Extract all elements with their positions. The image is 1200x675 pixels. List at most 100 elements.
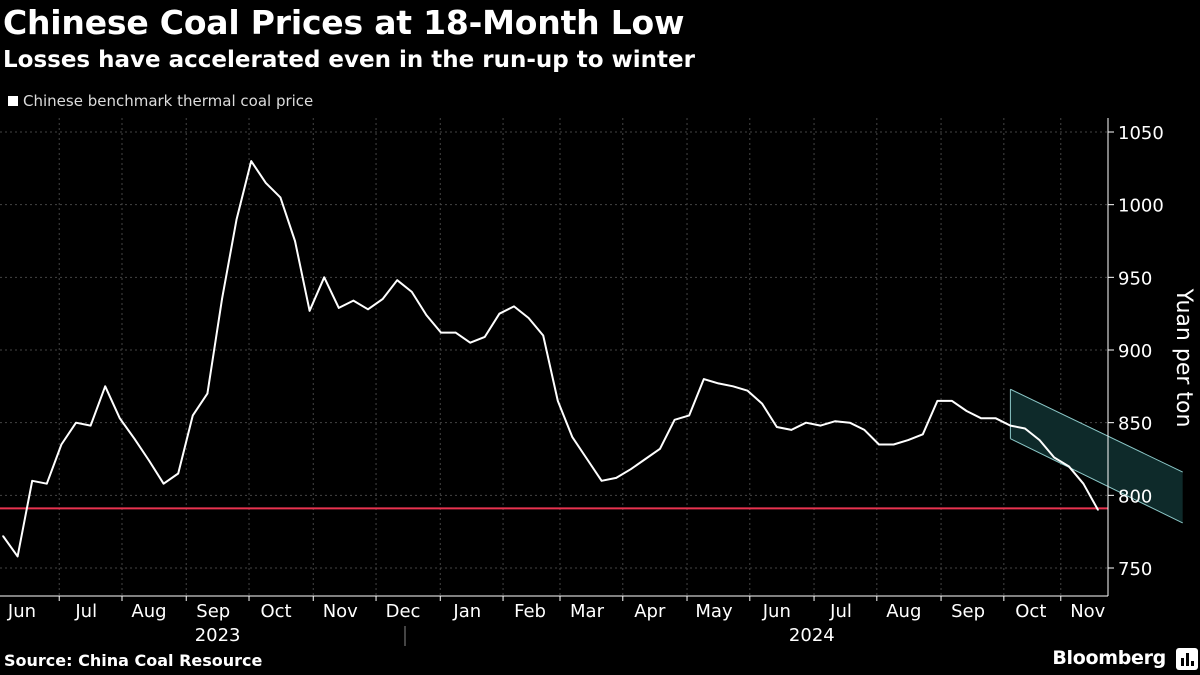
data-point <box>265 182 267 184</box>
data-point <box>615 477 617 479</box>
data-point <box>162 482 165 485</box>
gridlines <box>0 118 1108 596</box>
data-point <box>367 308 369 311</box>
data-point <box>469 341 472 344</box>
data-point <box>805 421 807 424</box>
year-label: 2024 <box>789 625 835 646</box>
x-tick-label: Aug <box>886 601 921 622</box>
source-note: Source: China Coal Resource <box>4 651 263 670</box>
x-tick-label: Jan <box>452 601 481 622</box>
x-tick-label: Mar <box>570 601 605 622</box>
x-tick-label: Sep <box>951 601 985 622</box>
data-point <box>965 410 968 412</box>
legend: Chinese benchmark thermal coal price <box>8 90 313 112</box>
y-axis-title: Yuan per ton <box>1171 288 1196 428</box>
data-point <box>323 276 326 279</box>
channel-fill <box>1010 389 1183 523</box>
data-point <box>484 336 486 338</box>
data-point <box>673 419 676 421</box>
data-point <box>308 310 311 312</box>
data-point <box>892 443 895 446</box>
data-point <box>411 291 413 293</box>
chart-subtitle: Losses have accelerated even in the run-… <box>3 47 695 73</box>
data-point <box>381 298 384 300</box>
data-point <box>834 420 836 423</box>
data-point <box>1082 482 1085 485</box>
data-point <box>75 421 77 424</box>
legend-swatch <box>8 96 18 106</box>
data-point <box>279 196 282 199</box>
data-point <box>104 385 106 388</box>
channel-lower-edge <box>1010 438 1183 524</box>
data-point <box>1024 427 1026 430</box>
x-tick-label: Jul <box>74 601 97 622</box>
data-point <box>878 443 880 446</box>
x-tick-label: Nov <box>1070 601 1105 622</box>
data-point <box>352 299 355 302</box>
data-point <box>1053 456 1055 459</box>
data-point <box>980 417 982 420</box>
chart-icon <box>1176 648 1198 670</box>
data-point <box>338 307 340 309</box>
data-point <box>586 458 588 460</box>
data-point <box>454 331 457 334</box>
data-point <box>936 400 939 402</box>
data-point <box>16 555 19 558</box>
data-point <box>119 417 121 420</box>
trend-channel <box>1009 388 1183 524</box>
data-point <box>31 480 33 482</box>
bloomberg-logo: Bloomberg <box>1052 647 1166 669</box>
x-tick-label: Oct <box>260 601 291 622</box>
x-tick-label: Dec <box>386 601 421 622</box>
data-point <box>922 433 924 436</box>
x-tick-label: Sep <box>196 601 230 622</box>
data-point <box>235 218 238 220</box>
data-point <box>732 385 734 388</box>
x-tick-label: Jun <box>762 601 791 622</box>
data-point <box>907 439 909 441</box>
series-line <box>2 160 1099 558</box>
data-point <box>776 426 778 428</box>
data-point <box>600 480 603 482</box>
data-point <box>177 472 179 475</box>
data-point <box>250 160 252 162</box>
y-tick-label: 850 <box>1118 414 1152 435</box>
x-tick-label: May <box>695 601 733 622</box>
channel-upper-edge <box>1010 388 1183 473</box>
data-point <box>2 535 4 537</box>
data-point <box>294 240 296 242</box>
data-point <box>527 317 530 319</box>
data-point <box>396 279 399 282</box>
data-point <box>688 414 690 417</box>
y-tick-label: 1000 <box>1118 196 1164 217</box>
y-tick-label: 750 <box>1118 559 1152 580</box>
y-tick-label: 1050 <box>1118 123 1164 144</box>
data-point <box>148 459 150 462</box>
data-point <box>819 424 822 427</box>
x-tick-label: Nov <box>323 601 358 622</box>
data-point <box>703 378 705 380</box>
data-point <box>89 424 92 427</box>
data-point <box>425 314 428 316</box>
year-label: 2023 <box>195 625 241 646</box>
data-point <box>951 400 953 402</box>
x-tick-label: Aug <box>131 601 166 622</box>
data-point <box>761 403 763 405</box>
data-point <box>221 298 223 300</box>
data-point <box>746 389 749 392</box>
x-tick-label: Jul <box>829 601 852 622</box>
data-point <box>206 392 209 395</box>
data-point <box>133 437 136 440</box>
data-point <box>557 400 559 402</box>
axes: 750 800 850 900 950 1000 1050 Jun Jul Aug Sep Oct No… <box>0 118 1196 646</box>
chart-title: Chinese Coal Prices at 18-Month Low <box>3 3 685 42</box>
data-point <box>630 468 632 471</box>
data-point <box>863 429 866 431</box>
data-point <box>644 458 647 460</box>
y-tick-label: 950 <box>1118 268 1152 289</box>
y-tick-label: 800 <box>1118 486 1152 507</box>
data-point <box>60 443 63 446</box>
data-point <box>1038 439 1041 441</box>
data-point <box>513 305 515 308</box>
